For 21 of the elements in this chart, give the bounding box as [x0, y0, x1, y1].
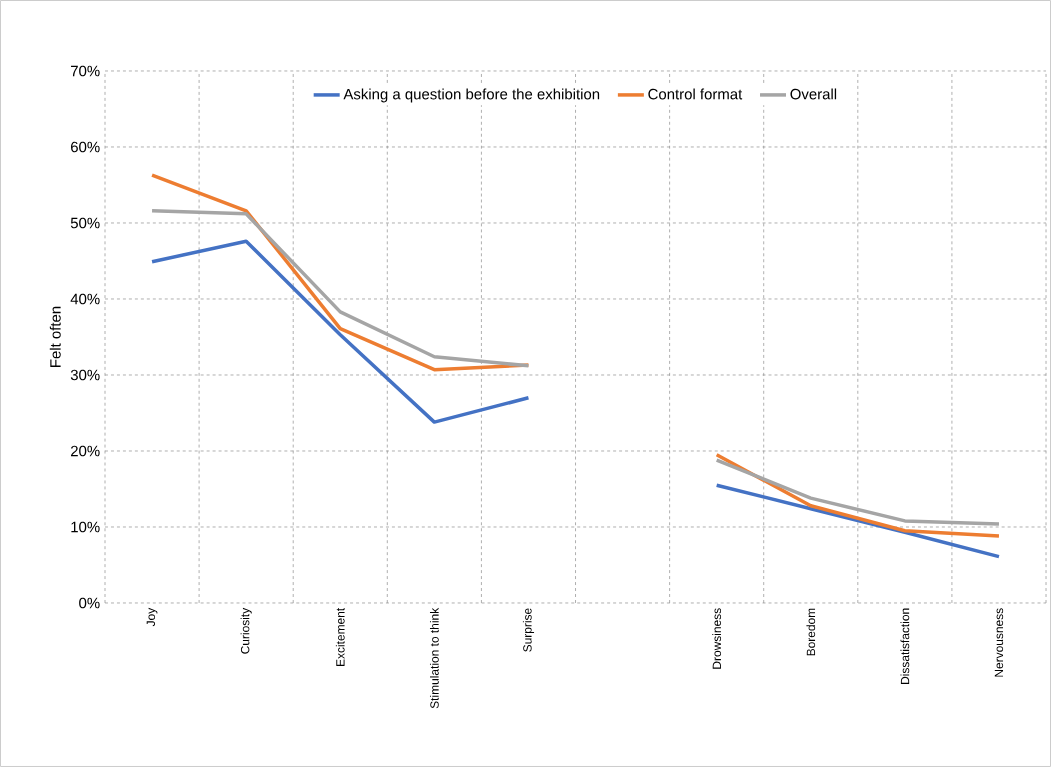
y-tick-label: 40% — [70, 293, 100, 305]
y-tick-label: 0% — [79, 597, 100, 609]
y-tick-label: 60% — [71, 141, 100, 153]
x-tick-label: Surprise — [522, 608, 535, 652]
y-tick-label: 20% — [71, 445, 100, 457]
legend-label: Asking a question before the exhibition — [343, 88, 600, 103]
x-tick-label: Excitement — [335, 607, 345, 666]
x-tick-label: Drowsiness — [712, 608, 722, 669]
y-tick-label: 10% — [71, 521, 100, 533]
y-tick-label: 30% — [70, 369, 100, 381]
y-axis-title: Felt often — [49, 306, 61, 367]
x-tick-label: Curiosity — [240, 607, 252, 654]
legend-label: Control format — [648, 88, 743, 100]
y-tick-label: 50% — [70, 217, 100, 229]
x-tick-label: Stimulation to think — [429, 607, 439, 709]
y-tick-label: 70% — [71, 65, 100, 77]
x-tick-label: Nervousness — [994, 608, 1004, 677]
legend-label: Overall — [790, 88, 837, 100]
x-tick-label: Dissatisfaction — [900, 608, 910, 684]
x-tick-label: Joy — [146, 607, 158, 627]
x-tick-label: Boredom — [806, 608, 816, 656]
